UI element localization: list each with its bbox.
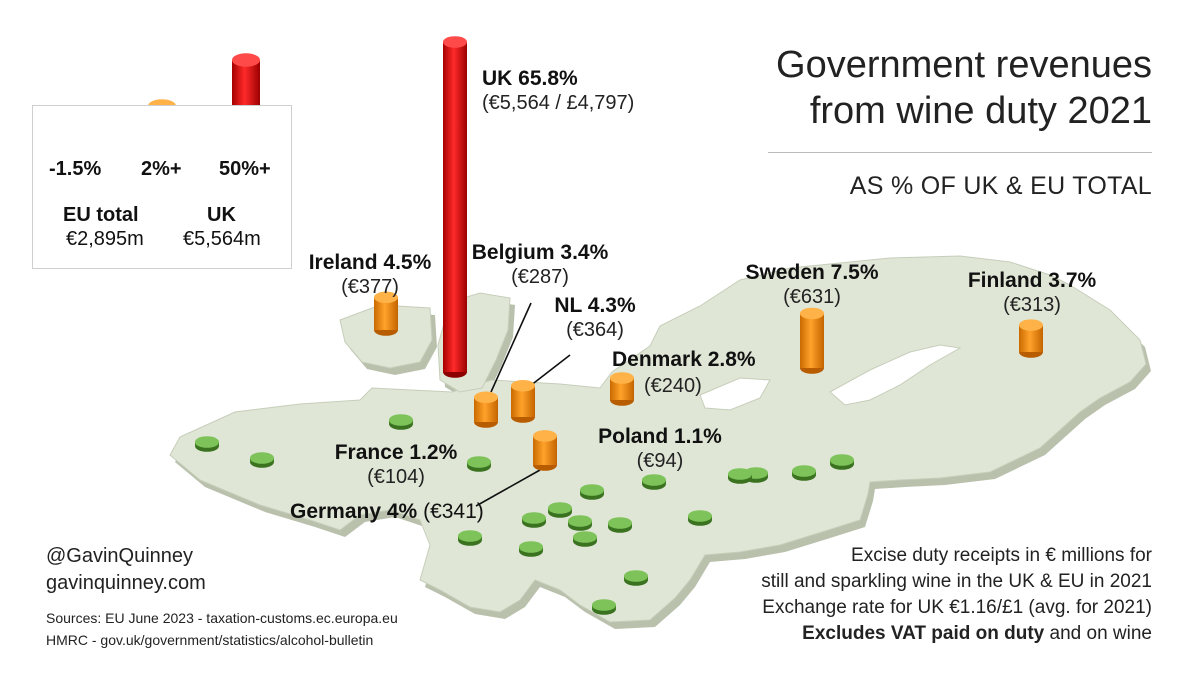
bar-poland bbox=[642, 474, 666, 490]
bar-small-13 bbox=[792, 465, 816, 481]
label-sweden-name: Sweden 7.5% bbox=[745, 261, 879, 284]
legend-label-mid: 2%+ bbox=[141, 158, 182, 180]
bar-finland bbox=[1019, 319, 1043, 358]
title-line-2: from wine duty 2021 bbox=[809, 90, 1152, 132]
bar-uk bbox=[443, 36, 467, 378]
label-denmark-value: (€240) bbox=[644, 375, 702, 397]
duty-markers bbox=[195, 36, 1043, 615]
bar-denmark bbox=[610, 372, 634, 406]
credit-handle: @GavinQuinney bbox=[46, 545, 194, 567]
label-poland-value: (€94) bbox=[636, 450, 684, 472]
label-denmark-value-wrap: (€240) bbox=[644, 374, 702, 399]
bar-small-18 bbox=[458, 530, 482, 546]
label-uk: UK 65.8% (€5,564 / £4,797) bbox=[482, 66, 634, 116]
label-germany: Germany 4% (€341) bbox=[290, 500, 484, 524]
credit-site: gavinquinney.com bbox=[46, 572, 206, 594]
gulf bbox=[699, 344, 962, 411]
bar-small-3 bbox=[467, 456, 491, 472]
bar-small-11 bbox=[624, 570, 648, 586]
note-line-2: still and sparkling wine in the UK & EU … bbox=[761, 571, 1152, 592]
label-uk-value: (€5,564 / £4,797) bbox=[482, 92, 635, 114]
label-sweden: Sweden 7.5% (€631) bbox=[740, 260, 884, 310]
bar-small-16 bbox=[688, 510, 712, 526]
label-france: France 1.2% (€104) bbox=[332, 440, 460, 490]
source-line-2: HMRC - gov.uk/government/statistics/alco… bbox=[46, 632, 374, 648]
label-denmark: Denmark 2.8% bbox=[612, 348, 756, 372]
label-germany-value: (€341) bbox=[423, 500, 484, 523]
label-ireland: Ireland 4.5% (€377) bbox=[304, 250, 436, 300]
bar-germany bbox=[533, 430, 557, 471]
legend-eu-label: EU total bbox=[63, 204, 139, 226]
title-divider bbox=[768, 152, 1152, 153]
legend-eu-value: €2,895m bbox=[66, 228, 144, 250]
label-poland-name: Poland 1.1% bbox=[598, 425, 722, 448]
label-nl: NL 4.3% (€364) bbox=[550, 293, 640, 343]
chart-title: Government revenues from wine duty 2021 bbox=[776, 42, 1152, 134]
bar-sweden bbox=[800, 307, 824, 374]
label-germany-name: Germany 4% bbox=[290, 500, 418, 523]
bar-small-7 bbox=[573, 531, 597, 547]
legend-uk-value: €5,564m bbox=[183, 228, 261, 250]
bar-small-8 bbox=[608, 517, 632, 533]
label-france-value: (€104) bbox=[367, 466, 425, 488]
bar-small-17 bbox=[568, 515, 592, 531]
leader-lines bbox=[475, 302, 571, 507]
bar-small-2 bbox=[250, 452, 274, 468]
note-line-4: Excludes VAT paid on duty and on wine bbox=[802, 623, 1152, 645]
legend-label-small: -1.5% bbox=[49, 158, 102, 180]
label-finland-name: Finland 3.7% bbox=[967, 269, 1097, 292]
label-ireland-value: (€377) bbox=[341, 276, 399, 298]
bar-small-9 bbox=[519, 541, 543, 557]
label-poland: Poland 1.1% (€94) bbox=[596, 424, 724, 474]
label-nl-value: (€364) bbox=[566, 319, 624, 341]
label-belgium-name: Belgium 3.4% bbox=[471, 241, 609, 264]
label-belgium-value: (€287) bbox=[511, 266, 569, 288]
note-line-1: Excise duty receipts in € millions for bbox=[851, 545, 1152, 566]
label-sweden-value: (€631) bbox=[783, 286, 841, 308]
note-line-4-rest: and on wine bbox=[1044, 623, 1152, 644]
source-line-1: Sources: EU June 2023 - taxation-customs… bbox=[46, 610, 398, 626]
label-finland-value: (€313) bbox=[1003, 294, 1061, 316]
label-ireland-name: Ireland 4.5% bbox=[308, 251, 432, 274]
bar-small-6 bbox=[548, 502, 572, 518]
label-belgium: Belgium 3.4% (€287) bbox=[470, 240, 610, 290]
bar-ireland bbox=[374, 291, 398, 336]
bar-france bbox=[389, 414, 413, 430]
chart-subtitle: AS % OF UK & EU TOTAL bbox=[849, 172, 1152, 200]
legend-uk-label: UK bbox=[207, 204, 236, 226]
bar-nl bbox=[511, 379, 535, 423]
bar-small-4 bbox=[580, 484, 604, 500]
bar-small-10 bbox=[592, 599, 616, 615]
note-line-3: Exchange rate for UK €1.16/£1 (avg. for … bbox=[762, 597, 1152, 618]
bar-small-14 bbox=[830, 454, 854, 470]
land-continent bbox=[169, 255, 1147, 623]
title-line-1: Government revenues bbox=[776, 44, 1152, 86]
legend: -1.5% 2%+ 50%+ EU total €2,895m UK €5,56… bbox=[32, 105, 292, 269]
label-uk-name: UK 65.8% bbox=[482, 67, 578, 90]
bar-small-1 bbox=[195, 436, 219, 452]
label-france-name: France 1.2% bbox=[334, 441, 458, 464]
label-denmark-name: Denmark 2.8% bbox=[612, 348, 756, 371]
bar-belgium bbox=[474, 391, 498, 428]
label-nl-name: NL 4.3% bbox=[554, 294, 636, 317]
legend-label-large: 50%+ bbox=[219, 158, 271, 180]
label-finland: Finland 3.7% (€313) bbox=[962, 268, 1102, 318]
bar-small-15 bbox=[728, 468, 752, 484]
note-line-4-bold: Excludes VAT paid on duty bbox=[802, 623, 1045, 644]
bar-small-5 bbox=[522, 512, 546, 528]
